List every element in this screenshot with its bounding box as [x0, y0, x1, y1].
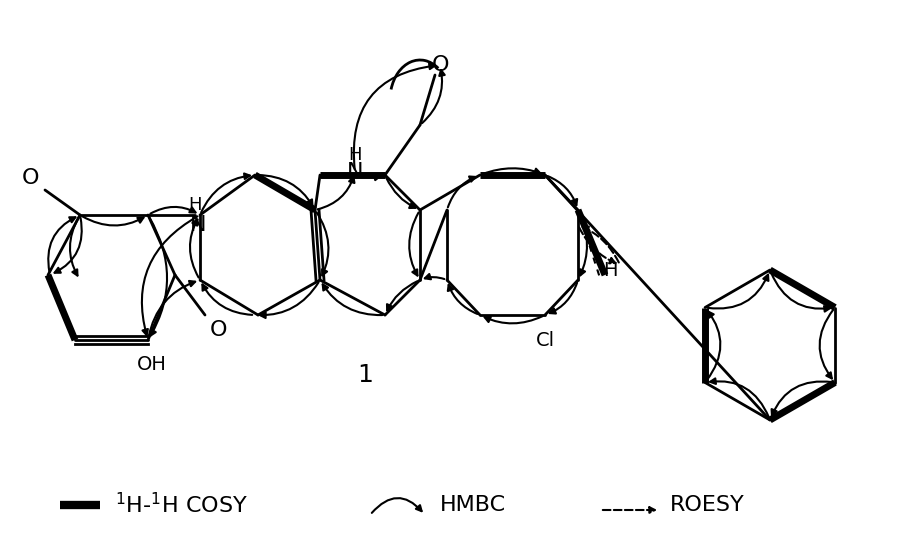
FancyArrowPatch shape: [82, 216, 144, 225]
FancyArrowPatch shape: [484, 316, 542, 324]
FancyArrowPatch shape: [772, 381, 833, 415]
Text: HMBC: HMBC: [440, 495, 507, 515]
FancyArrowPatch shape: [708, 275, 768, 309]
Text: Cl: Cl: [535, 330, 554, 350]
Text: O: O: [21, 168, 39, 188]
FancyArrowPatch shape: [354, 64, 435, 169]
FancyArrowPatch shape: [150, 207, 195, 214]
FancyArrowPatch shape: [54, 218, 82, 273]
FancyArrowPatch shape: [372, 498, 422, 513]
FancyArrowPatch shape: [422, 70, 445, 123]
FancyArrowPatch shape: [322, 284, 382, 315]
Text: N: N: [346, 162, 363, 182]
FancyArrowPatch shape: [425, 274, 445, 279]
FancyArrowPatch shape: [386, 178, 415, 208]
FancyArrowPatch shape: [260, 282, 319, 318]
Text: H: H: [602, 260, 617, 280]
FancyArrowPatch shape: [318, 177, 355, 209]
FancyArrowPatch shape: [771, 273, 830, 311]
Text: O: O: [431, 55, 449, 75]
FancyArrowPatch shape: [258, 175, 312, 205]
FancyArrowPatch shape: [579, 228, 615, 263]
FancyArrowPatch shape: [548, 176, 577, 205]
FancyArrowPatch shape: [602, 507, 655, 513]
FancyArrowPatch shape: [148, 281, 195, 337]
Text: 1: 1: [357, 363, 373, 387]
Text: ROESY: ROESY: [670, 495, 745, 515]
FancyArrowPatch shape: [48, 217, 76, 273]
FancyArrowPatch shape: [190, 219, 199, 278]
Text: N: N: [190, 215, 206, 235]
FancyArrowPatch shape: [448, 176, 475, 208]
Text: O: O: [209, 320, 227, 340]
FancyArrowPatch shape: [357, 173, 380, 180]
FancyArrowPatch shape: [70, 218, 78, 276]
Text: H: H: [188, 196, 202, 214]
FancyArrowPatch shape: [706, 311, 720, 380]
FancyArrowPatch shape: [550, 282, 577, 314]
FancyArrowPatch shape: [710, 379, 769, 417]
FancyArrowPatch shape: [820, 310, 834, 379]
FancyArrowPatch shape: [201, 174, 250, 213]
FancyArrowPatch shape: [203, 285, 252, 315]
FancyArrowPatch shape: [409, 213, 419, 276]
FancyArrowPatch shape: [448, 285, 477, 314]
FancyArrowPatch shape: [317, 213, 329, 275]
FancyArrowPatch shape: [149, 218, 167, 336]
FancyArrowPatch shape: [583, 226, 619, 263]
Text: OH: OH: [137, 356, 167, 375]
FancyArrowPatch shape: [142, 216, 198, 335]
FancyArrowPatch shape: [387, 281, 417, 310]
FancyArrowPatch shape: [483, 168, 541, 174]
Text: $^{1}$H-$^{1}$H COSY: $^{1}$H-$^{1}$H COSY: [115, 492, 248, 518]
Text: H: H: [348, 146, 362, 164]
FancyArrowPatch shape: [579, 213, 587, 275]
